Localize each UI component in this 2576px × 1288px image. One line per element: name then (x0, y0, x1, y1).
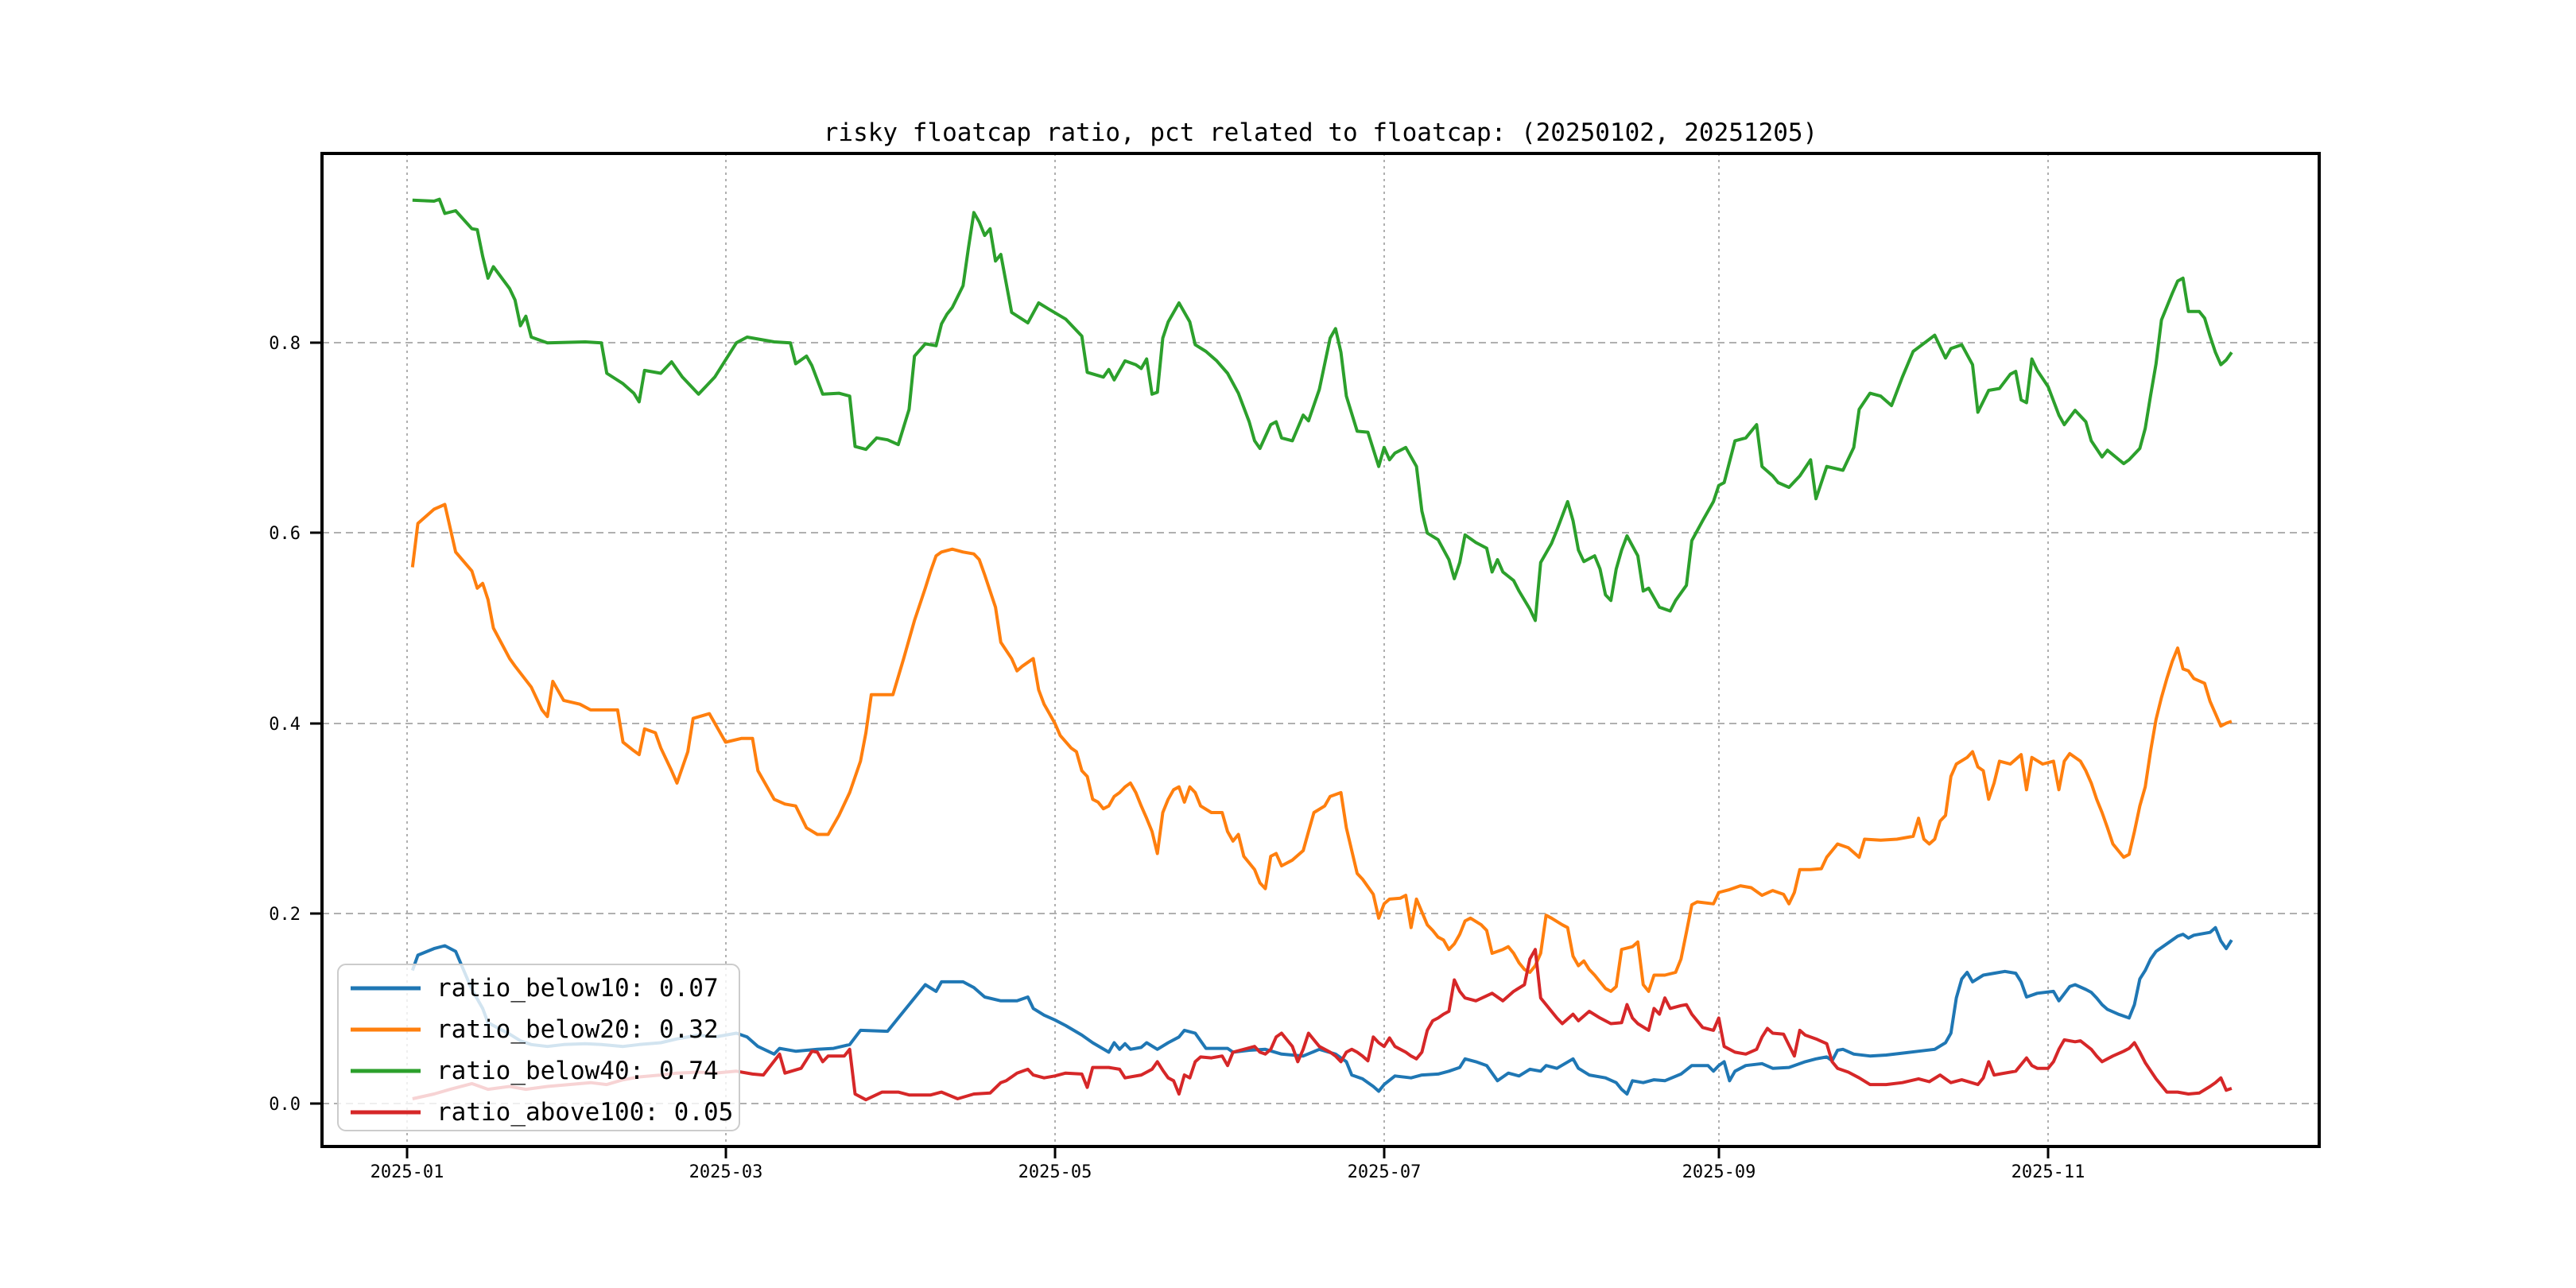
legend-label-ratio_above100: ratio_above100: 0.05 (436, 1098, 733, 1127)
x-tick-label: 2025-11 (2012, 1162, 2085, 1182)
legend: ratio_below10: 0.07 ratio_below20: 0.32 … (337, 964, 740, 1131)
gridlines (322, 153, 2319, 1146)
y-tick-label: 0.0 (269, 1095, 301, 1115)
series-line-ratio_above100 (412, 948, 2233, 1102)
axis-tick-marks (310, 341, 2050, 1158)
y-tick-label: 0.6 (269, 524, 301, 544)
series-line-ratio_below20 (410, 502, 2233, 993)
x-tick-label: 2025-07 (1348, 1162, 1422, 1182)
y-tick-label: 0.4 (269, 715, 301, 735)
chart-title: risky floatcap ratio, pct related to flo… (824, 118, 1818, 147)
legend-label-ratio_below40: ratio_below40: 0.74 (436, 1057, 719, 1085)
legend-label-ratio_below20: ratio_below20: 0.32 (436, 1015, 719, 1044)
y-axis-tick-labels: 0.0 0.2 0.4 0.6 0.8 (269, 334, 301, 1115)
x-tick-label: 2025-05 (1018, 1162, 1092, 1182)
series-line-ratio_below40 (412, 197, 2233, 623)
plot-frame (320, 152, 2321, 1148)
x-axis-tick-labels: 2025-01 2025-03 2025-05 2025-07 2025-09 … (370, 1162, 2085, 1182)
x-tick-label: 2025-03 (689, 1162, 763, 1182)
y-tick-label: 0.8 (269, 334, 301, 354)
data-series-layer (410, 197, 2233, 1102)
y-tick-label: 0.2 (269, 905, 301, 925)
legend-label-ratio_below10: ratio_below10: 0.07 (436, 974, 719, 1003)
series-line-ratio_below10 (410, 925, 2233, 1096)
x-tick-label: 2025-09 (1682, 1162, 1756, 1182)
x-tick-label: 2025-01 (370, 1162, 444, 1182)
legend-box (337, 964, 740, 1131)
